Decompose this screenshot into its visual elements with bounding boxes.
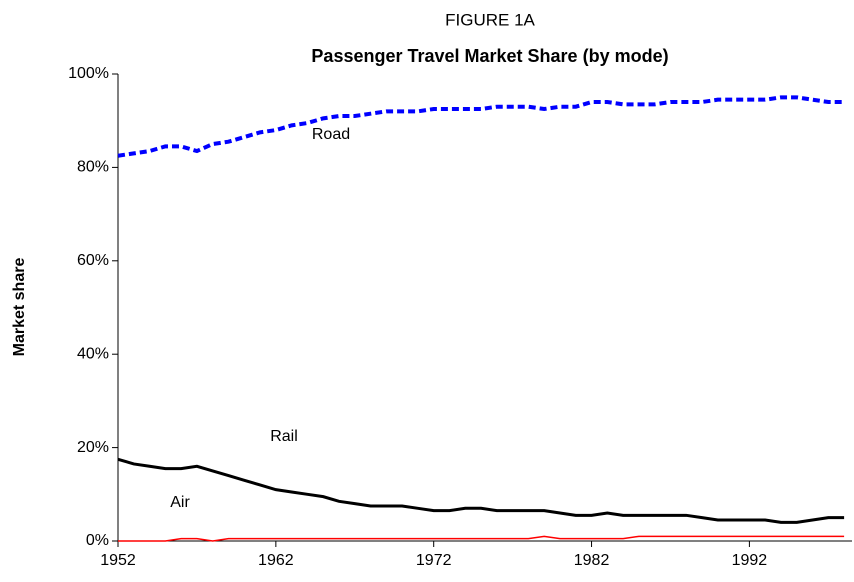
series-line xyxy=(118,535,845,542)
x-tick-label: 1972 xyxy=(416,552,452,569)
series-label: Road xyxy=(312,126,350,143)
y-tick-label: 100% xyxy=(68,65,109,82)
x-tick-label: 1992 xyxy=(732,552,768,569)
y-tick-label: 0% xyxy=(86,532,109,549)
y-axis-label: Market share xyxy=(11,258,28,357)
x-tick-label: 1952 xyxy=(100,552,136,569)
chart-subtitle: Passenger Travel Market Share (by mode) xyxy=(311,46,668,66)
series-line xyxy=(117,457,845,524)
series-label: Rail xyxy=(270,428,298,445)
x-tick-label: 1962 xyxy=(258,552,294,569)
x-tick-label: 1982 xyxy=(574,552,610,569)
series-line xyxy=(117,95,845,158)
y-tick-label: 60% xyxy=(77,252,109,269)
y-tick-label: 20% xyxy=(77,439,109,456)
series-label: Air xyxy=(170,494,190,511)
y-tick-label: 80% xyxy=(77,159,109,176)
y-tick-label: 40% xyxy=(77,345,109,362)
chart-title: FIGURE 1A xyxy=(445,10,535,29)
